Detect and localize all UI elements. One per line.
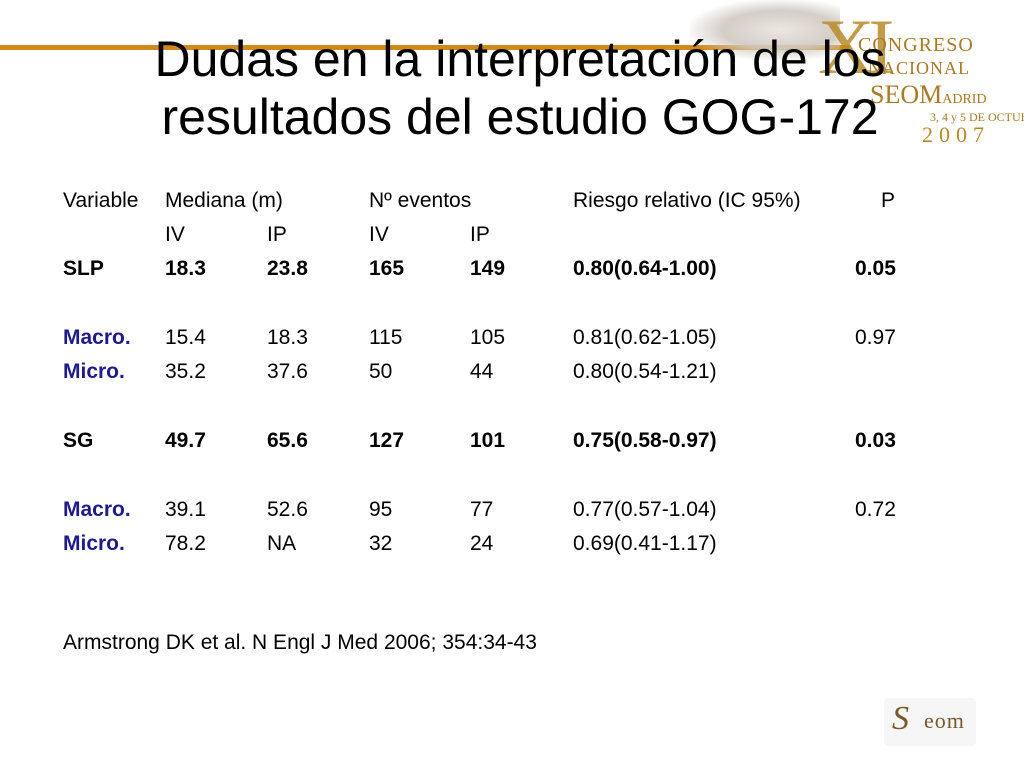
congress-logo-dates: 3, 4 y 5 DE OCTUBRE xyxy=(930,110,1024,124)
header-p: P xyxy=(881,189,896,212)
header-eventos: Nº eventos xyxy=(369,189,472,212)
header-variable: Variable xyxy=(63,189,139,212)
slide-title: Dudas en la interpretación de los result… xyxy=(154,31,886,145)
row-variable: Micro. xyxy=(63,532,125,555)
congress-logo-city: ADRID xyxy=(942,92,987,107)
cell: 165 xyxy=(369,257,405,280)
header-mediana: Mediana (m) xyxy=(165,189,283,212)
congress-logo-line3: SEOMADRID xyxy=(870,80,987,110)
cell: 78.2 xyxy=(165,532,206,555)
cell: 18.3 xyxy=(165,257,206,280)
cell: 15.4 xyxy=(165,326,206,349)
cell: 77 xyxy=(470,498,494,521)
row-variable: SLP xyxy=(63,257,104,280)
cell: 0.05 xyxy=(855,257,896,280)
congress-logo-line2: NACIONAL xyxy=(868,58,970,78)
cell: 0.80(0.64-1.00) xyxy=(573,257,717,280)
row-variable: Macro. xyxy=(63,326,131,349)
cell: 39.1 xyxy=(165,498,206,521)
cell: 101 xyxy=(470,429,506,452)
subheader-ip: IP xyxy=(470,223,490,246)
cell: 37.6 xyxy=(267,360,308,383)
header-riesgo: Riesgo relativo (IC 95%) xyxy=(573,189,801,212)
cell: 23.8 xyxy=(267,257,308,280)
subheader-ip: IP xyxy=(267,223,287,246)
congress-logo-seom: SEOM xyxy=(870,80,943,109)
seom-logo-mark: S xyxy=(892,700,909,737)
row-variable: Macro. xyxy=(63,498,131,521)
row-variable: SG xyxy=(63,429,94,452)
cell: 0.72 xyxy=(855,498,896,521)
congress-logo: XI CONGRESO NACIONAL SEOMADRID 3, 4 y 5 … xyxy=(690,0,1024,150)
cell: 44 xyxy=(470,360,494,383)
cell: 35.2 xyxy=(165,360,206,383)
cell: 50 xyxy=(369,360,393,383)
congress-logo-numeral: XI xyxy=(818,3,894,90)
cell: 149 xyxy=(470,257,506,280)
seom-logo-text: eom xyxy=(924,708,965,733)
row-variable: Micro. xyxy=(63,360,125,383)
cell: 105 xyxy=(470,326,506,349)
congress-logo-year: 2007 xyxy=(922,122,990,147)
cell: 0.97 xyxy=(855,326,896,349)
cell: 0.81(0.62-1.05) xyxy=(573,326,717,349)
congress-logo-photo xyxy=(690,0,840,60)
cell: 95 xyxy=(369,498,393,521)
cell: 0.03 xyxy=(855,429,896,452)
subheader-iv: IV xyxy=(369,223,389,246)
subheader-iv: IV xyxy=(165,223,185,246)
cell: 0.75(0.58-0.97) xyxy=(573,429,717,452)
seom-logo: S eom xyxy=(884,698,976,746)
cell: 24 xyxy=(470,532,494,555)
congress-logo-line1: CONGRESO xyxy=(858,34,974,56)
citation: Armstrong DK et al. N Engl J Med 2006; 3… xyxy=(63,631,537,654)
cell: 127 xyxy=(369,429,405,452)
top-accent-rule xyxy=(0,45,850,50)
cell: 0.80(0.54-1.21) xyxy=(573,360,717,383)
cell: 0.69(0.41-1.17) xyxy=(573,532,717,555)
cell: 65.6 xyxy=(267,429,308,452)
cell: 115 xyxy=(369,326,403,349)
cell: 0.77(0.57-1.04) xyxy=(573,498,717,521)
cell: 18.3 xyxy=(267,326,308,349)
cell: 49.7 xyxy=(165,429,206,452)
cell: 32 xyxy=(369,532,393,555)
cell: NA xyxy=(267,532,297,555)
cell: 52.6 xyxy=(267,498,308,521)
